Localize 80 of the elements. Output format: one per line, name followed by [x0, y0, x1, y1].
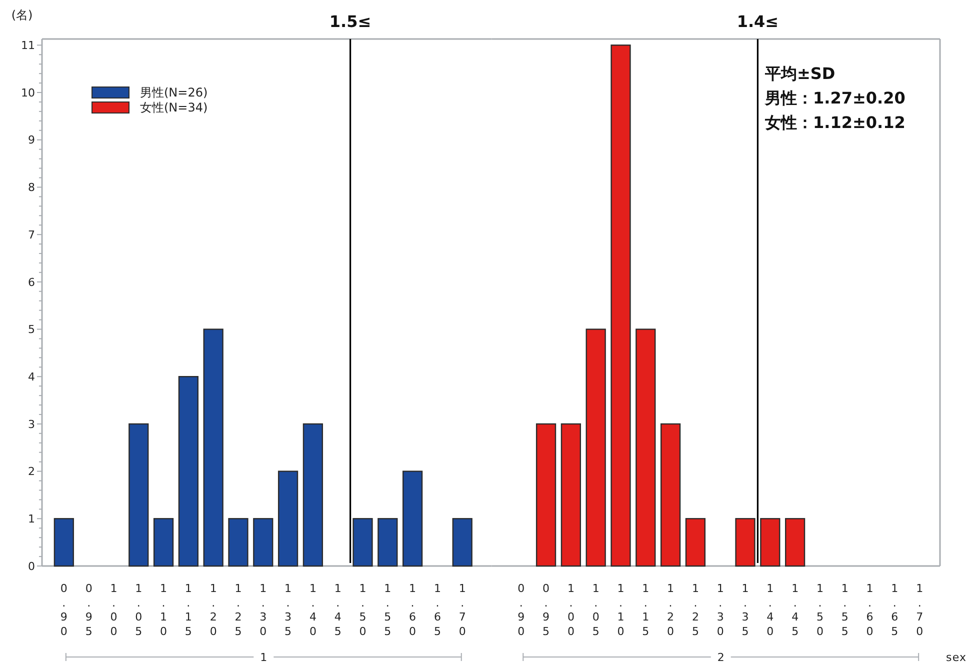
x-tick-label: 1.50: [359, 582, 366, 638]
legend-label: 男性(N=26): [140, 86, 208, 100]
x-tick-label: 1.25: [692, 582, 699, 638]
x-tick-label: 0.90: [518, 582, 525, 638]
ref-line-label: 1.5≤: [329, 12, 372, 31]
annotation: 女性：1.12±0.12: [764, 113, 906, 132]
bar: [253, 518, 274, 567]
x-tick-label: 1.60: [866, 582, 874, 638]
x-tick-label: 1.10: [617, 582, 624, 638]
text: sex: [946, 650, 967, 664]
x-tick-label: 1.40: [309, 582, 316, 638]
y-axis-title: (名): [11, 8, 33, 22]
y-tick-label: 2: [28, 465, 35, 478]
bar: [452, 518, 472, 567]
bar: [54, 518, 74, 567]
bar: [302, 423, 324, 567]
x-tick-label: 0.95: [85, 582, 92, 638]
bar: [178, 376, 198, 567]
y-tick-label: 8: [28, 181, 35, 194]
x-tick-label: 1.65: [891, 582, 898, 638]
bar: [760, 518, 780, 567]
bar: [153, 518, 174, 567]
x-tick-label: 1.05: [592, 582, 600, 638]
x-tick-label: 1.30: [260, 582, 267, 638]
y-tick-label: 7: [28, 228, 35, 242]
x-tick-label: 0.90: [60, 582, 68, 638]
y-tick-label: 9: [28, 134, 35, 147]
x-tick-label: 1.15: [184, 582, 192, 638]
bar: [536, 423, 556, 567]
annotation: 男性：1.27±0.20: [764, 88, 906, 108]
x-axis-title: 1: [260, 650, 268, 664]
x-tick-label: 1.55: [841, 582, 848, 638]
bar: [636, 328, 656, 567]
x-tick-label: 1.40: [766, 582, 774, 638]
y-tick-label: 5: [28, 323, 35, 336]
x-tick-label: 1.20: [210, 582, 217, 638]
bar: [785, 518, 806, 567]
y-tick-label: 11: [21, 39, 35, 52]
x-tick-label: 1.20: [667, 582, 674, 638]
x-tick-label: 1.70: [458, 582, 466, 638]
y-tick-label: 0: [28, 560, 35, 573]
bar: [735, 518, 756, 567]
annotation: 平均±SD: [764, 64, 836, 83]
x-tick-label: 1.35: [284, 582, 292, 638]
bar: [560, 423, 581, 567]
bar: [685, 518, 706, 567]
bar: [402, 470, 423, 567]
y-tick-label: 6: [28, 276, 35, 289]
ref-line-label: 1.4≤: [736, 12, 779, 31]
x-tick-label: 1.60: [409, 582, 416, 638]
x-tick-label: 1.25: [234, 582, 242, 638]
y-tick-label: 1: [28, 512, 35, 526]
bar: [278, 470, 298, 567]
y-tick-label: 4: [28, 370, 35, 384]
legend-label: 女性(N=34): [140, 100, 208, 115]
bar: [128, 423, 149, 567]
x-tick-label: 1.70: [916, 582, 924, 638]
bar: [228, 518, 248, 567]
x-tick-label: 1.35: [742, 582, 749, 638]
x-tick-label: 1.55: [384, 582, 392, 638]
x-tick-label: 1.15: [642, 582, 650, 638]
x-tick-label: 1.50: [816, 582, 824, 638]
x-axis-title: 2: [717, 650, 724, 664]
y-tick-label: 3: [28, 418, 35, 431]
x-tick-label: 1.00: [567, 582, 574, 638]
bar: [660, 423, 681, 567]
x-tick-label: 1.00: [110, 582, 118, 638]
x-tick-label: 1.30: [716, 582, 724, 638]
bar: [352, 518, 373, 567]
x-tick-label: 0.95: [542, 582, 550, 638]
x-tick-label: 1.65: [434, 582, 441, 638]
y-tick-label: 10: [21, 86, 35, 100]
bar: [378, 518, 398, 567]
bar: [586, 328, 606, 567]
bar: [610, 44, 631, 567]
x-tick-label: 1.10: [160, 582, 168, 638]
bar: [203, 328, 224, 567]
x-tick-label: 1.45: [792, 582, 799, 638]
x-tick-label: 1.45: [334, 582, 342, 638]
x-tick-label: 1.05: [135, 582, 142, 638]
